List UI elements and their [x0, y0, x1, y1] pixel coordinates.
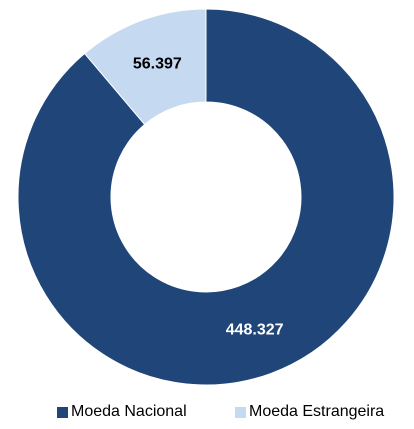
- chart-legend: Moeda Nacional Moeda Estrangeira: [0, 401, 414, 423]
- data-label-moeda-estrangeira: 56.397: [133, 56, 182, 73]
- slice-moeda-nacional: [17, 8, 395, 386]
- legend-swatch-moeda-estrangeira: [235, 406, 246, 418]
- legend-item-moeda-nacional: Moeda Nacional: [57, 401, 187, 423]
- data-label-moeda-nacional: 448.327: [226, 321, 284, 338]
- legend-label-moeda-estrangeira: Moeda Estrangeira: [249, 403, 385, 420]
- legend-item-moeda-estrangeira: Moeda Estrangeira: [235, 401, 384, 423]
- slice-moeda-estrangeira: [83, 8, 207, 126]
- legend-swatch-moeda-nacional: [57, 406, 68, 418]
- legend-label-moeda-nacional: Moeda Nacional: [71, 403, 187, 420]
